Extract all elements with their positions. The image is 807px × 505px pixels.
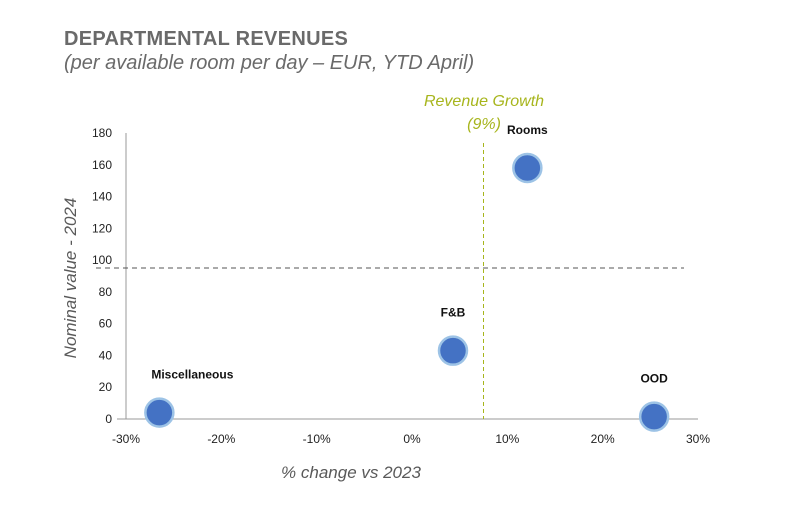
x-tick-label: 30% — [686, 432, 710, 446]
y-tick-label: 40 — [99, 348, 113, 362]
x-tick-label: -20% — [207, 432, 235, 446]
y-tick-label: 0 — [105, 412, 112, 426]
x-tick-label: 0% — [403, 432, 421, 446]
y-tick-label: 100 — [92, 253, 112, 267]
y-tick-label: 20 — [99, 380, 113, 394]
x-tick-label: -30% — [112, 432, 140, 446]
y-tick-label: 80 — [99, 285, 113, 299]
reference-label-line1: Revenue Growth — [424, 93, 544, 110]
reference-label-line2: (9%) — [467, 116, 501, 133]
data-point — [512, 152, 543, 184]
data-point — [437, 335, 469, 366]
y-tick-label: 120 — [92, 221, 112, 235]
y-tick-label: 180 — [92, 126, 112, 140]
x-tick-label: 10% — [495, 432, 519, 446]
chart-subtitle: (per available room per day – EUR, YTD A… — [64, 52, 475, 74]
data-label: OOD — [640, 372, 668, 386]
chart-title: DEPARTMENTAL REVENUES — [64, 28, 349, 50]
x-tick-label: -10% — [303, 432, 331, 446]
y-axis-title: Nominal value - 2024 — [61, 198, 80, 359]
data-point — [144, 397, 175, 428]
y-tick-label: 160 — [92, 158, 112, 172]
data-label: F&B — [441, 306, 466, 320]
data-label: Miscellaneous — [151, 368, 233, 382]
data-point — [638, 401, 670, 432]
data-label: Rooms — [507, 123, 548, 137]
x-axis-title: % change vs 2023 — [281, 463, 421, 482]
y-tick-label: 60 — [99, 317, 113, 331]
y-tick-label: 140 — [92, 190, 112, 204]
x-tick-label: 20% — [591, 432, 615, 446]
